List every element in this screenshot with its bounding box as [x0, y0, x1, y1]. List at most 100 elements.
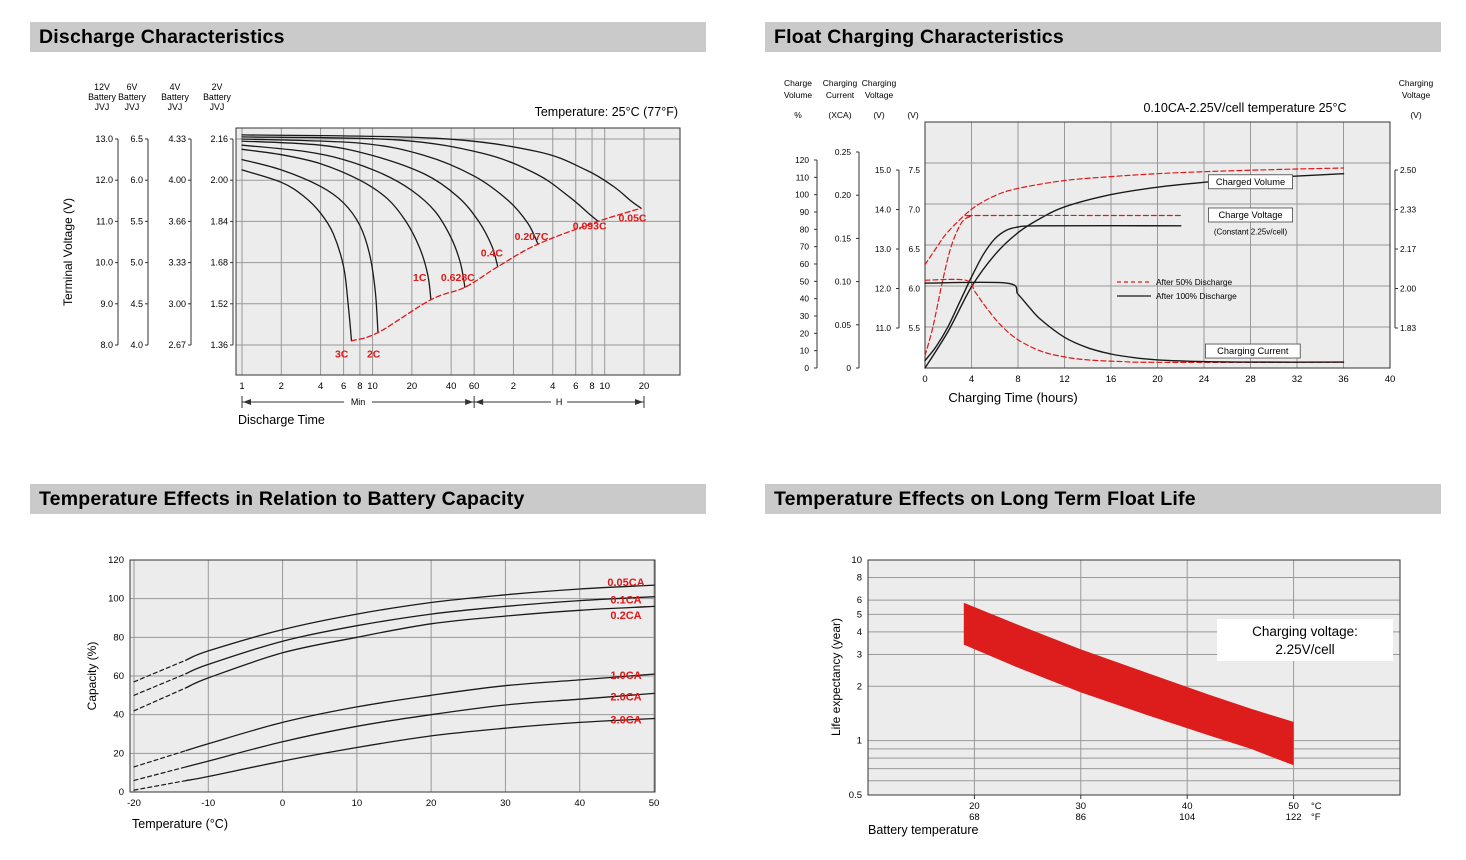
- scale-header: (V): [907, 110, 919, 120]
- celsius-unit-label: °C: [1311, 801, 1322, 812]
- discharge-chart-canvas: 12VBatteryJVJ13.012.011.010.09.08.06VBat…: [61, 82, 681, 427]
- temperature-note: Temperature: 25°C (77°F): [535, 105, 678, 119]
- rate-label-0.4C: 0.4C: [481, 247, 504, 259]
- tick-label: 40: [1182, 801, 1193, 812]
- tick-label: 40: [113, 710, 124, 721]
- scale-header: Volume: [784, 90, 813, 100]
- scale-header: Charging: [823, 78, 858, 88]
- rate-label-0.05C: 0.05C: [619, 212, 647, 224]
- discharge-curve-0.207C: [241, 138, 539, 245]
- tick-label: 4: [318, 381, 323, 392]
- scale-value: 8.0: [100, 340, 113, 350]
- annotation-line-1: Charging voltage:: [1252, 624, 1358, 639]
- discharge-chart-figure: 12V Battery JVJ 13.0 12.0 11.0 10.0 9.0 8.0 6V Bat…: [30, 52, 706, 452]
- cutoff-envelope: [350, 207, 642, 342]
- float-life-chart-figure: Charging voltage: 2.25V/cell 10 8 6 5 4 3 2 1 0.5 2…: [765, 514, 1441, 860]
- scale-header: Battery: [203, 92, 231, 102]
- tick-label: 4: [550, 381, 555, 392]
- capacity-curve-dashed-1.0CA: [133, 750, 187, 768]
- capacity-label-0.1CA: 0.1CA: [610, 595, 641, 607]
- unit-span-label: Min: [351, 397, 366, 407]
- tick-label: 8: [357, 381, 362, 392]
- y-axis-title: Capacity (%): [85, 642, 99, 711]
- scale-value: 3.00: [168, 299, 186, 309]
- tick-label: 0: [922, 374, 927, 385]
- legend-label: After 100% Discharge: [1156, 291, 1237, 301]
- scale-header: 12V: [94, 82, 110, 92]
- tick-label: 122: [1286, 812, 1302, 823]
- capacity-curve-dashed-2.0CA: [133, 766, 187, 781]
- curve-charging-current-after-50pct: [924, 278, 1345, 363]
- scale-value: 0.05: [835, 320, 852, 330]
- scale-value: 4.00: [168, 175, 186, 185]
- scale-header: Voltage: [865, 90, 894, 100]
- rate-label-3C: 3C: [335, 348, 349, 360]
- tick-label: 20: [639, 381, 650, 392]
- scale-value: 10: [800, 346, 810, 356]
- tick-label: 100: [108, 594, 124, 605]
- tick-label: 6: [857, 595, 862, 606]
- scale-value: 3.33: [168, 258, 186, 268]
- curve-label: Charging Current: [1217, 346, 1289, 356]
- curve-charging-current-after-100pct: [924, 281, 1345, 363]
- tick-label: 40: [574, 798, 585, 809]
- tick-label: 50: [1288, 801, 1299, 812]
- scale-value: 40: [800, 294, 810, 304]
- tick-label: 2: [511, 381, 516, 392]
- tick-label: 12: [1059, 374, 1070, 385]
- float-charging-chart-canvas: ChargeVolume%120110100908070605040302010…: [784, 78, 1434, 405]
- rate-label-2C: 2C: [367, 348, 381, 360]
- scale-value: 6.5: [130, 134, 143, 144]
- tick-label: 28: [1245, 374, 1256, 385]
- rate-label-0.093C: 0.093C: [573, 221, 607, 233]
- capacity-label-3.0CA: 3.0CA: [610, 714, 641, 726]
- curve-label: Charged Volume: [1216, 177, 1285, 187]
- scale-value: 20: [800, 328, 810, 338]
- scale-value: 2.16: [210, 134, 228, 144]
- capacity-curve-0.2CA: [185, 605, 655, 689]
- scale-value: 9.0: [100, 299, 113, 309]
- scale-value: 7.0: [908, 205, 920, 215]
- tick-label: 40: [446, 381, 457, 392]
- discharge-curve-0.4C: [241, 140, 499, 268]
- life-expectancy-band: [963, 602, 1294, 766]
- scale-header: JVJ: [210, 102, 225, 112]
- scale-value: 12.0: [95, 175, 113, 185]
- tick-label: 20: [1152, 374, 1163, 385]
- curve-label-box: [1207, 207, 1293, 223]
- scale-value: 0.10: [835, 277, 852, 287]
- scale-value: 11.0: [875, 323, 891, 333]
- tick-label: 10: [352, 798, 363, 809]
- scale-value: 100: [795, 190, 809, 200]
- curve-charge-voltage-after-100pct: [924, 225, 1182, 362]
- scale-value: 30: [800, 311, 810, 321]
- tick-label: 2: [857, 681, 862, 692]
- scale-value: 120: [795, 155, 809, 165]
- tick-label: 20: [426, 798, 437, 809]
- tick-label: 1: [857, 736, 862, 747]
- scale-header: (V): [1410, 110, 1422, 120]
- scale-value: 50: [800, 276, 810, 286]
- scale-value: 7.5: [908, 165, 920, 175]
- tick-label: 8: [1015, 374, 1020, 385]
- capacity-curve-0.1CA: [185, 596, 655, 675]
- scale-header: %: [794, 110, 802, 120]
- capacity-label-1.0CA: 1.0CA: [610, 670, 641, 682]
- tick-label: 6: [341, 381, 346, 392]
- scale-value: 80: [800, 224, 810, 234]
- temperature-capacity-chart-figure: 0 20 40 60 80 100 120 -20 -10 0 10 20 30 40 50 Capacity…: [30, 514, 706, 860]
- scale-header: Battery: [161, 92, 189, 102]
- scale-value: 70: [800, 242, 810, 252]
- rate-label-0.207C: 0.207C: [515, 231, 549, 243]
- tick-label: 86: [1076, 812, 1087, 823]
- scale-value: 3.66: [168, 216, 186, 226]
- discharge-curve-3C: [241, 169, 353, 342]
- capacity-curve-dashed-3.0CA: [133, 780, 187, 791]
- tick-label: 36: [1338, 374, 1349, 385]
- discharge-curve-0.628C: [241, 144, 466, 288]
- capacity-curve-3.0CA: [185, 717, 655, 782]
- temperature-capacity-chart-canvas: 0 20 40 60 80 100 120 -20 -10 0 10 20 30 40 50 Capacity…: [85, 555, 659, 831]
- panel-temperature-capacity: Temperature Effects in Relation to Batte…: [30, 484, 706, 856]
- plot-border: [129, 559, 656, 793]
- float-life-chart-canvas: Charging voltage:2.25V/cell1086543210.52…: [829, 555, 1401, 837]
